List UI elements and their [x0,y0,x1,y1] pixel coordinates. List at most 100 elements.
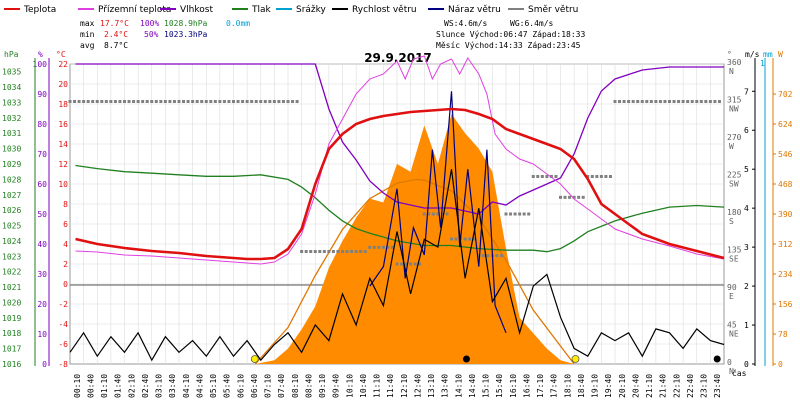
wind-direction-point [350,250,354,253]
time-tick-label: 18:40 [577,374,586,398]
time-tick-label: 18:10 [563,374,572,398]
legend-item-prizemni-teplota: Přízemní teplota [78,5,171,15]
wind-direction-point [563,195,567,199]
wind-direction-point [613,100,617,103]
wind-direction-point [91,100,95,103]
wind-direction-point [699,100,703,103]
wind-direction-point [150,100,154,103]
direction-tick-compass: NE [729,330,739,339]
wind-direction-point [590,175,594,178]
moonrise-marker [462,355,470,363]
humidity-tick-label: 80 [37,120,47,129]
wind-direction-point [95,100,99,103]
humidity-tick-label: 60 [37,180,47,189]
time-tick-label: 12:10 [400,374,409,398]
wind-direction-point [472,237,476,241]
wind-direction-point [645,100,649,103]
time-tick-label: 00:10 [73,374,82,398]
humidity-tick-label: 10 [37,330,47,339]
wind-direction-point [627,100,631,103]
time-tick-label: 17:40 [550,374,559,398]
stats-max-humidity: 100% [140,19,159,28]
legend-label: Srážky [296,5,327,15]
wind-direction-point [232,100,235,103]
time-axis-label: čas [732,368,747,378]
wind-direction-point [540,175,544,178]
pressure-tick-label: 1020 [2,298,21,307]
wind-direction-point [431,212,435,216]
pressure-tick-label: 1024 [2,237,21,246]
legend-item-vlhkost: Vlhkost [160,5,213,15]
wind-direction-point [668,100,671,103]
wind-direction-point [100,100,104,103]
temperature-line [75,107,725,261]
wind-direction-point [359,250,363,253]
wind-direction-point [418,262,422,266]
wind-direction-point [708,100,712,103]
wind-direction-point [159,100,163,103]
time-tick-label: 20:10 [618,374,627,398]
wind-direction-point [254,100,258,103]
direction-tick-degrees: 90 [727,283,737,292]
wind-direction-point [486,254,490,258]
solar-tick-label: 624 [778,120,793,129]
wind-direction-point [481,254,485,258]
direction-tick-degrees: 270 [727,133,742,142]
wind-direction-point [400,262,404,266]
direction-tick-compass: N [729,67,734,76]
wind-direction-point [522,212,526,216]
pressure-tick-label: 1032 [2,114,21,123]
wind-direction-point [572,195,576,199]
legend-item-tlak: Tlak [232,5,272,15]
time-tick-label: 16:10 [509,374,518,398]
time-tick-label: 01:10 [100,374,109,398]
wind-speed-tick-label: 6 [744,126,749,135]
time-tick-label: 16:40 [522,374,531,398]
wind-direction-point [599,175,603,178]
pressure-tick-label: 1030 [2,145,21,154]
wind-direction-point [577,195,581,199]
direction-tick-compass: SW [729,180,739,189]
wind-direction-point [690,100,694,103]
time-tick-label: 04:10 [182,374,191,398]
time-tick-label: 22:10 [672,374,681,398]
humidity-tick-label: 30 [37,270,47,279]
wind-direction-point [109,100,113,103]
time-tick-label: 05:10 [209,374,218,398]
wind-direction-point [454,237,458,241]
time-tick-label: 00:40 [86,374,95,398]
wind-direction-point [622,100,626,103]
wind-direction-point [295,100,299,103]
direction-tick-degrees: 225 [727,171,742,180]
wind-direction-point [640,100,644,103]
temperature-tick-label: 0 [63,280,68,289]
wind-direction-point [145,100,149,103]
time-tick-label: 09:10 [318,374,327,398]
time-tick-label: 08:40 [304,374,313,398]
pressure-tick-label: 1023 [2,252,21,261]
wind-direction-point [377,245,381,249]
wind-direction-point [322,250,326,253]
temperature-tick-label: -2 [58,300,68,309]
temperature-unit: °C [56,50,66,59]
direction-tick-degrees: 360 [727,58,742,67]
wind-direction-point [636,100,640,103]
wind-direction-point [568,195,572,199]
time-tick-label: 11:40 [386,374,395,398]
wind-gust-text: WG:6.4m/s [510,19,554,28]
stats-block: max 17.7°C 100% 1028.9hPa 0.0mm min 2.4°… [80,19,585,50]
wind-direction-point [513,212,517,216]
direction-tick-degrees: 315 [727,96,742,105]
time-tick-label: 02:40 [141,374,150,398]
time-tick-label: 10:40 [359,374,368,398]
legend-item-teplota: Teplota [4,5,56,15]
wind-direction-point [104,100,108,103]
direction-tick-degrees: 0 [727,358,732,367]
pressure-tick-label: 1021 [2,283,21,292]
time-tick-label: 03:40 [168,374,177,398]
wind-direction-point [272,100,276,103]
time-tick-label: 06:40 [250,374,259,398]
wind-direction-point [86,100,90,103]
wind-direction-point [136,100,140,103]
